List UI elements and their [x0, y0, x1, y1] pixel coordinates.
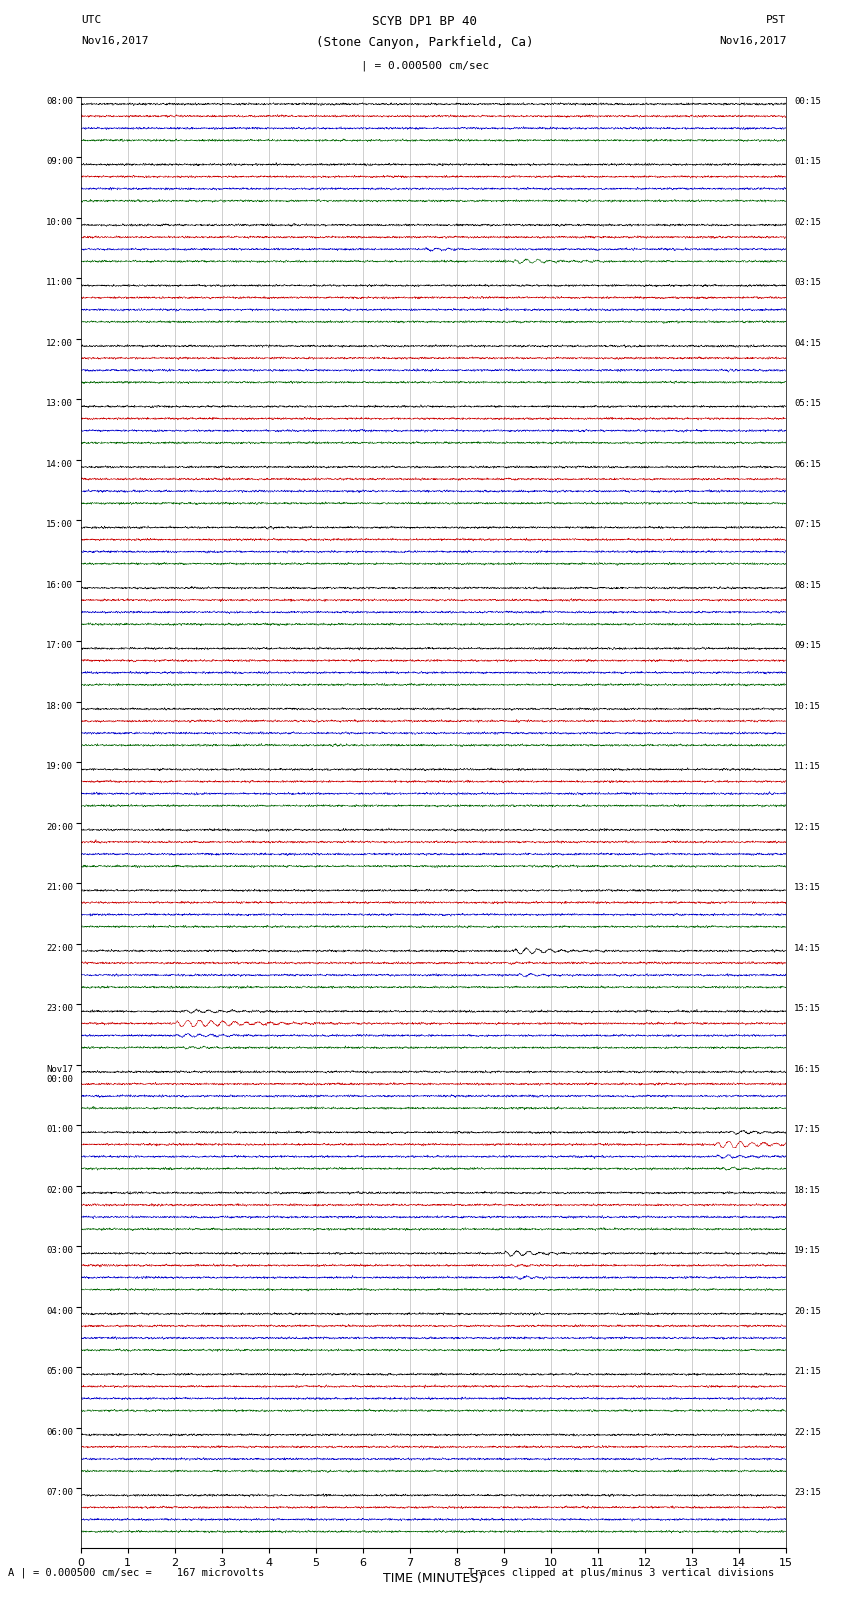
Text: PST: PST [766, 15, 786, 24]
Text: SCYB DP1 BP 40: SCYB DP1 BP 40 [372, 15, 478, 27]
Text: Nov16,2017: Nov16,2017 [81, 35, 148, 45]
Text: Traces clipped at plus/minus 3 vertical divisions: Traces clipped at plus/minus 3 vertical … [468, 1568, 774, 1578]
Text: UTC: UTC [81, 15, 101, 24]
Text: Nov16,2017: Nov16,2017 [719, 35, 786, 45]
Text: | = 0.000500 cm/sec: | = 0.000500 cm/sec [361, 60, 489, 71]
Text: A | = 0.000500 cm/sec =    167 microvolts: A | = 0.000500 cm/sec = 167 microvolts [8, 1566, 264, 1578]
Text: (Stone Canyon, Parkfield, Ca): (Stone Canyon, Parkfield, Ca) [316, 35, 534, 48]
X-axis label: TIME (MINUTES): TIME (MINUTES) [383, 1573, 484, 1586]
